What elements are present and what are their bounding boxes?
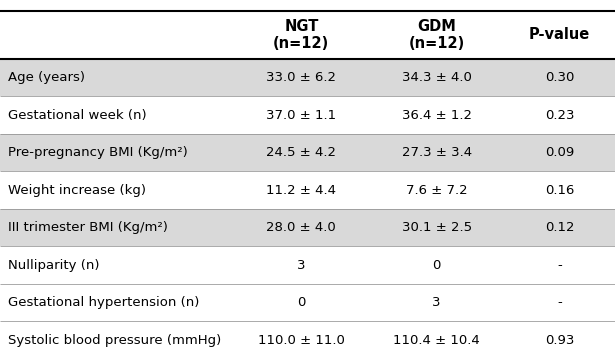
Text: 36.4 ± 1.2: 36.4 ± 1.2 <box>402 109 472 122</box>
Text: -: - <box>557 258 562 272</box>
Bar <box>0 59 615 96</box>
Text: 37.0 ± 1.1: 37.0 ± 1.1 <box>266 109 336 122</box>
Text: 0.93: 0.93 <box>545 333 574 347</box>
Text: Weight increase (kg): Weight increase (kg) <box>8 183 146 197</box>
Text: Pre-pregnancy BMI (Kg/m²): Pre-pregnancy BMI (Kg/m²) <box>8 146 188 159</box>
Text: 24.5 ± 4.2: 24.5 ± 4.2 <box>266 146 336 159</box>
Text: 0.09: 0.09 <box>545 146 574 159</box>
Text: GDM
(n=12): GDM (n=12) <box>408 19 465 51</box>
Text: Systolic blood pressure (mmHg): Systolic blood pressure (mmHg) <box>8 333 221 347</box>
Text: 0.30: 0.30 <box>545 71 574 84</box>
Text: Age (years): Age (years) <box>8 71 85 84</box>
Text: 0.23: 0.23 <box>545 109 574 122</box>
Text: 28.0 ± 4.0: 28.0 ± 4.0 <box>266 221 336 234</box>
Text: 3: 3 <box>432 296 441 309</box>
Text: Gestational week (n): Gestational week (n) <box>8 109 146 122</box>
Text: 0.12: 0.12 <box>545 221 574 234</box>
Text: 110.4 ± 10.4: 110.4 ± 10.4 <box>393 333 480 347</box>
Text: 27.3 ± 3.4: 27.3 ± 3.4 <box>402 146 472 159</box>
Text: Gestational hypertension (n): Gestational hypertension (n) <box>8 296 199 309</box>
Text: III trimester BMI (Kg/m²): III trimester BMI (Kg/m²) <box>8 221 168 234</box>
Text: Nulliparity (n): Nulliparity (n) <box>8 258 100 272</box>
Text: 3: 3 <box>297 258 306 272</box>
Text: 0: 0 <box>297 296 306 309</box>
Bar <box>0 134 615 171</box>
Text: -: - <box>557 296 562 309</box>
Text: 33.0 ± 6.2: 33.0 ± 6.2 <box>266 71 336 84</box>
Text: 110.0 ± 11.0: 110.0 ± 11.0 <box>258 333 345 347</box>
Bar <box>0 209 615 246</box>
Text: P-value: P-value <box>529 27 590 42</box>
Text: 0: 0 <box>432 258 441 272</box>
Text: 11.2 ± 4.4: 11.2 ± 4.4 <box>266 183 336 197</box>
Text: 30.1 ± 2.5: 30.1 ± 2.5 <box>402 221 472 234</box>
Text: 34.3 ± 4.0: 34.3 ± 4.0 <box>402 71 472 84</box>
Text: NGT
(n=12): NGT (n=12) <box>273 19 330 51</box>
Text: 0.16: 0.16 <box>545 183 574 197</box>
Text: 7.6 ± 7.2: 7.6 ± 7.2 <box>406 183 467 197</box>
